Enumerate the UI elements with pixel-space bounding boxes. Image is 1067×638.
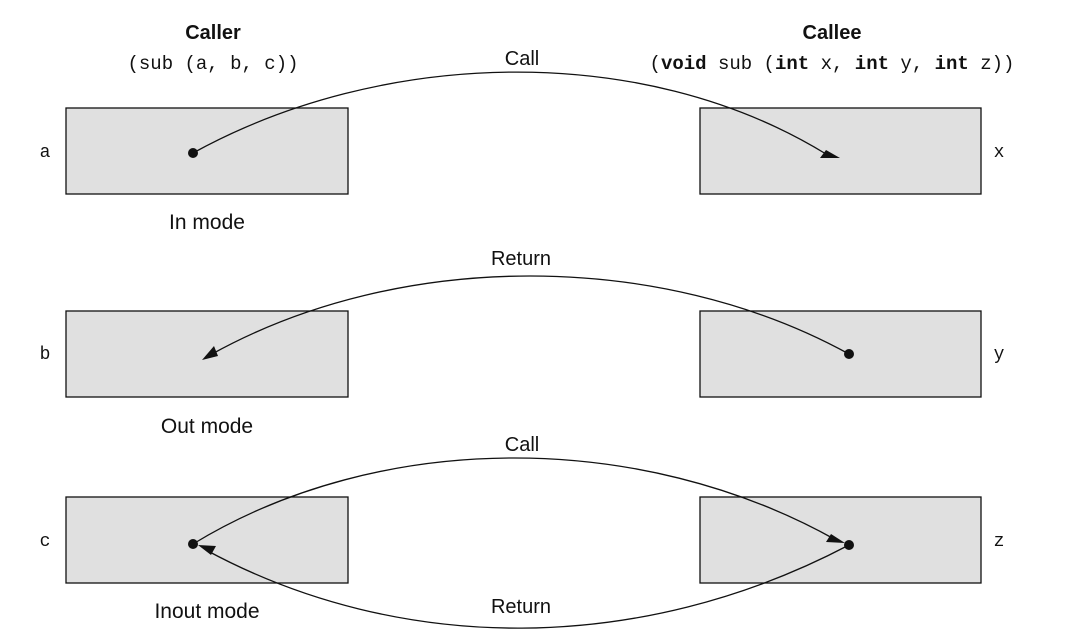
return-arc bbox=[211, 275, 850, 355]
callee-signature-part: void bbox=[661, 53, 707, 75]
callee-box-z bbox=[699, 496, 982, 584]
mode-label: In mode bbox=[169, 211, 245, 234]
callee-signature-part: x, bbox=[809, 53, 855, 75]
row-inout-mode: c z Inout mode Call Return bbox=[40, 434, 1005, 629]
source-dot bbox=[844, 349, 854, 359]
caller-var-label: c bbox=[40, 532, 51, 552]
callee-signature-part: ( bbox=[650, 53, 661, 75]
callee-signature-part: sub ( bbox=[707, 53, 775, 75]
mode-label: Inout mode bbox=[154, 600, 259, 623]
callee-var-label: z bbox=[994, 532, 1005, 552]
caller-box-a bbox=[65, 107, 349, 195]
callee-signature: (void sub (int x, int y, int z)) bbox=[650, 53, 1015, 75]
call-arc bbox=[192, 457, 837, 545]
callee-title: Callee bbox=[803, 22, 862, 44]
arc-label-return: Return bbox=[491, 248, 551, 270]
caller-title: Caller bbox=[185, 22, 241, 44]
arrowhead bbox=[198, 545, 216, 555]
caller-var-label: a bbox=[40, 143, 51, 163]
caller-var-label: b bbox=[40, 345, 51, 365]
arc-label-call: Call bbox=[505, 48, 539, 70]
callee-signature-part: int bbox=[855, 53, 889, 75]
call-arc bbox=[192, 71, 827, 155]
caller-box-c bbox=[65, 496, 349, 584]
mode-label: Out mode bbox=[161, 415, 253, 438]
source-dot bbox=[188, 148, 198, 158]
arrowhead bbox=[820, 150, 840, 158]
row-in-mode: a x In mode Call bbox=[40, 48, 1005, 234]
caller-signature: (sub (a, b, c)) bbox=[127, 53, 298, 75]
callee-signature-part: int bbox=[935, 53, 969, 75]
callee-signature-part: int bbox=[775, 53, 809, 75]
target-dot bbox=[844, 540, 854, 550]
callee-box-x bbox=[699, 107, 982, 195]
callee-signature-part: y, bbox=[889, 53, 935, 75]
source-dot bbox=[188, 539, 198, 549]
arc-label-return: Return bbox=[491, 596, 551, 618]
arc-label-call: Call bbox=[505, 434, 539, 456]
callee-signature-part: z)) bbox=[969, 53, 1015, 75]
caller-box-b bbox=[65, 310, 349, 398]
arrowhead bbox=[826, 534, 845, 543]
row-out-mode: b y Out mode Return bbox=[40, 248, 1005, 438]
callee-var-label: x bbox=[994, 143, 1005, 163]
arrowhead bbox=[202, 346, 218, 360]
callee-var-label: y bbox=[994, 345, 1005, 365]
return-arc bbox=[205, 544, 850, 629]
callee-box-y bbox=[699, 310, 982, 398]
